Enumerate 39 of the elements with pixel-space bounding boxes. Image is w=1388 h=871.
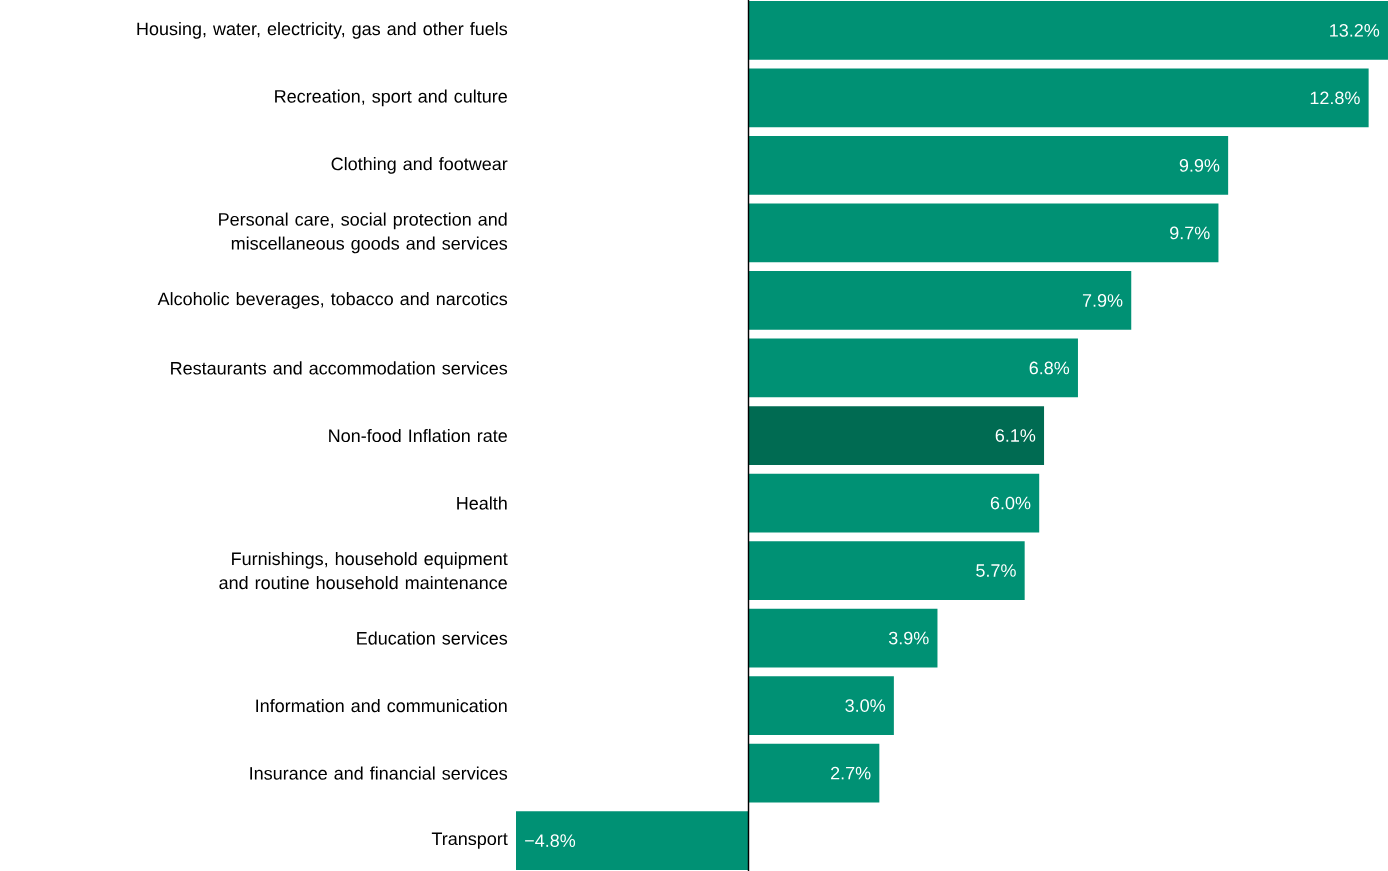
bar	[748, 473, 1040, 533]
y-tick-label: Information and communication	[256, 698, 507, 713]
y-tick-label: Clothing and footwear	[331, 157, 508, 174]
y-tick-label: Personal care, social protection and miscellaneous goods and services	[219, 212, 508, 254]
data-label: 2.7%	[831, 766, 871, 780]
data-label: 3.9%	[888, 631, 929, 645]
data-label: 9.9%	[1179, 159, 1220, 172]
y-tick-label: Recreation, sport and culture	[275, 89, 507, 107]
data-label: 6.1%	[995, 429, 1036, 442]
bar	[748, 203, 1219, 263]
data-label: 13.2%	[1330, 24, 1380, 37]
data-label: 3.0%	[845, 699, 886, 712]
bar	[748, 608, 938, 668]
data-label: 9.7%	[1170, 226, 1210, 240]
bar	[516, 811, 749, 870]
y-tick-label: Insurance and financial services	[250, 766, 508, 780]
bar	[748, 271, 1132, 330]
data-label: 12.8%	[1310, 91, 1360, 105]
data-label: 5.7%	[976, 564, 1016, 577]
bar	[748, 541, 1025, 600]
y-tick-label: Transport	[431, 832, 508, 849]
y-tick-label: Health	[457, 496, 507, 510]
data-label: 6.8%	[1029, 361, 1070, 375]
bar	[748, 136, 1229, 195]
data-label: 7.9%	[1082, 294, 1123, 307]
y-tick-label: Restaurants and accommodation services	[171, 361, 508, 375]
y-tick-label: Furnishings, household equipment and routine household maintenance	[219, 551, 508, 590]
y-tick-label: Housing, water, electricity, gas and other fuels	[137, 22, 508, 39]
bar	[748, 1, 1388, 60]
y-tick-label: Alcoholic beverages, tobacco and narcotics	[157, 292, 508, 309]
bar	[748, 676, 894, 735]
bar	[748, 338, 1078, 398]
data-label: 6.0%	[990, 496, 1031, 510]
data-label: −4.8%	[525, 834, 576, 847]
bar	[748, 743, 880, 803]
bar	[748, 406, 1045, 465]
y-tick-label: Education services	[357, 631, 508, 645]
y-tick-label: Non-food Inflation rate	[329, 428, 507, 443]
bar	[748, 68, 1369, 128]
